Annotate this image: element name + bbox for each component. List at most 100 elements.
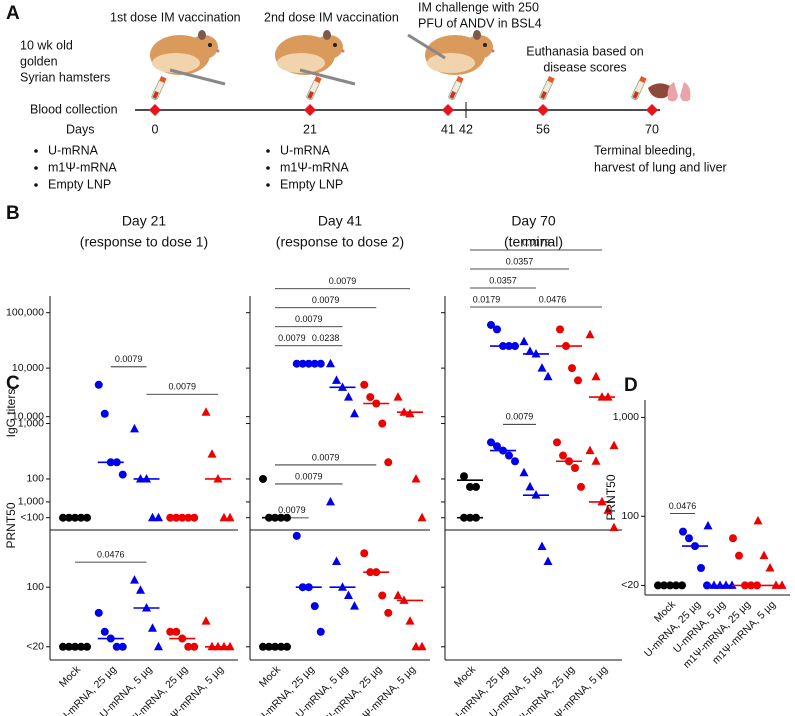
y-axis-label: IgG titers <box>4 389 18 438</box>
liver-icon <box>648 83 672 99</box>
data-point <box>219 512 229 522</box>
data-point <box>543 371 553 381</box>
data-point <box>154 512 163 522</box>
data-point <box>679 527 687 536</box>
p-value: 0.0238 <box>312 333 340 343</box>
data-point <box>384 458 393 467</box>
tube-icon <box>630 75 648 101</box>
data-point <box>130 575 139 584</box>
blood-label: Blood collection <box>30 102 118 116</box>
panel-label: D <box>624 375 638 396</box>
challenge-label: IM challenge with 250 <box>418 0 539 14</box>
panel-label: B <box>6 203 20 224</box>
data-point <box>154 641 163 651</box>
panel-label: C <box>6 373 20 394</box>
data-point <box>543 556 553 566</box>
panel-title: Day 41 <box>318 213 363 229</box>
data-point <box>591 371 601 381</box>
p-value: 0.0079 <box>312 295 340 305</box>
p-value: 0.0476 <box>539 294 567 304</box>
x-tick-label: Mock <box>257 663 284 690</box>
data-point <box>735 551 743 560</box>
panel-subtitle: (response to dose 1) <box>80 234 208 250</box>
data-point <box>405 616 415 625</box>
tube-icon <box>150 75 168 101</box>
data-point <box>559 451 567 460</box>
data-point <box>417 641 427 651</box>
y-tick-label: 100 <box>621 510 639 522</box>
data-point <box>568 364 576 373</box>
panel-subtitle: (terminal) <box>504 234 563 250</box>
data-point <box>493 442 501 451</box>
data-point <box>685 534 693 543</box>
data-point <box>148 623 157 632</box>
p-value: 0.0079 <box>295 314 323 324</box>
data-point <box>172 627 181 636</box>
tube-icon <box>305 75 323 101</box>
data-point <box>556 325 564 334</box>
data-point <box>405 408 415 418</box>
data-point <box>350 601 359 610</box>
blood-marker <box>304 104 316 116</box>
timeline-art <box>135 30 691 111</box>
day-label: 70 <box>645 122 659 136</box>
euthanasia-label: Euthanasia based on <box>526 44 644 58</box>
y-tick-label: <20 <box>621 579 639 591</box>
data-point <box>574 376 582 385</box>
data-point <box>393 392 403 401</box>
syringe <box>299 68 356 86</box>
data-point <box>697 564 705 573</box>
bullet <box>266 149 270 153</box>
data-point <box>190 642 199 651</box>
challenge-label: PFU of ANDV in BSL4 <box>418 16 542 30</box>
day-label: 0 <box>152 122 159 136</box>
data-point <box>94 608 103 617</box>
syringe <box>407 33 446 60</box>
bullet <box>266 183 270 187</box>
blood-marker <box>646 104 658 116</box>
cohort-label: golden <box>20 54 58 68</box>
data-point <box>332 375 341 384</box>
y-tick-label: 100,000 <box>6 306 44 318</box>
panel-subtitle: (response to dose 2) <box>276 234 404 250</box>
blood-marker <box>442 104 454 116</box>
day-label: 41 <box>441 122 455 136</box>
p-value: 0.0079 <box>312 452 340 462</box>
tube-icon <box>538 75 556 101</box>
data-point <box>537 363 547 372</box>
data-point <box>366 393 375 402</box>
data-point <box>519 467 529 477</box>
x-tick-label: Mock <box>57 663 84 690</box>
group-item: m1Ψ-mRNA <box>48 160 117 174</box>
data-point <box>585 445 595 455</box>
data-point <box>225 512 235 522</box>
group-item: Empty LNP <box>280 177 343 191</box>
data-point <box>553 438 561 447</box>
terminal-label: Terminal bleeding, <box>594 143 695 157</box>
data-point <box>316 627 325 636</box>
p-value: 0.0079 <box>295 471 323 481</box>
blood-marker <box>537 104 549 116</box>
data-point <box>505 451 513 460</box>
group-item: m1Ψ-mRNA <box>280 160 349 174</box>
data-point <box>292 531 301 540</box>
data-point <box>350 408 359 418</box>
bullet <box>34 183 38 187</box>
lung-icon <box>667 82 691 102</box>
data-point <box>344 392 353 401</box>
y-tick-label: 1,000 <box>18 417 44 429</box>
data-point <box>360 380 369 389</box>
p-value: 0.0079 <box>278 505 306 515</box>
y-tick-label: 100 <box>26 473 44 485</box>
data-point <box>148 512 157 522</box>
y-axis-label: PRNT50 <box>604 474 618 520</box>
p-value: 0.0357 <box>506 256 534 266</box>
p-value: 0.0357 <box>489 275 517 285</box>
data-point <box>609 440 619 450</box>
data-point <box>493 325 501 334</box>
y-tick-label: <20 <box>26 641 44 653</box>
y-tick-label: 100 <box>26 581 44 593</box>
data-point <box>207 449 217 458</box>
dose1-label: 1st dose IM vaccination <box>110 10 241 24</box>
